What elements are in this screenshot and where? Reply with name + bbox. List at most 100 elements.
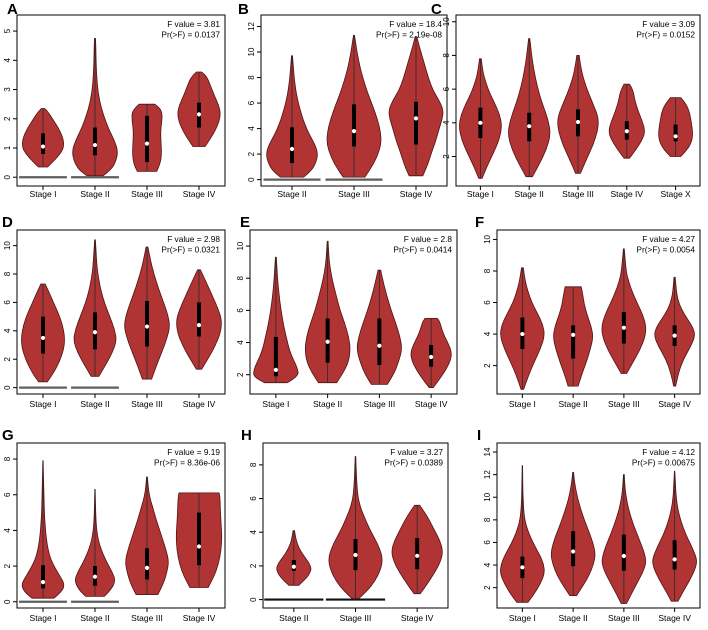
median-dot — [621, 325, 626, 330]
panel-label-B: B — [238, 1, 249, 18]
violin-stage-iii — [557, 55, 599, 174]
median-dot — [92, 330, 98, 335]
iqr-box — [415, 538, 420, 570]
x-tick-label: Stage III — [364, 399, 396, 409]
x-tick-label: Stage I — [30, 399, 57, 409]
median-dot — [520, 565, 525, 570]
median-dot — [672, 557, 677, 562]
y-tick-label: 4 — [442, 120, 451, 125]
y-axis: 2 4 6 8 10 — [236, 241, 250, 377]
y-tick-label: 0 — [3, 599, 12, 604]
violin-stage-iv — [410, 318, 452, 388]
y-tick-label: 8 — [236, 275, 245, 280]
x-tick-label: Stage IV — [658, 613, 691, 623]
violin-stage-ii — [71, 489, 119, 603]
x-tick-label: Stage II — [80, 189, 109, 199]
violin-stage-iii — [601, 248, 647, 374]
violin-stage-iv — [175, 492, 223, 588]
iqr-box — [93, 127, 97, 156]
panel-E: E 2 4 6 8 10 Stage I Stage II Stage III Stage IV F… — [236, 214, 458, 409]
iqr-box — [377, 318, 382, 366]
y-tick-label: 8 — [3, 456, 12, 461]
x-tick-label: Stage X — [660, 189, 691, 199]
y-tick-label: 10 — [247, 47, 256, 56]
panel-label-H: H — [241, 427, 252, 444]
y-axis: 0 2 4 6 8 — [249, 462, 263, 602]
y-tick-label: 6 — [236, 308, 245, 313]
y-tick-label: 2 — [3, 563, 12, 568]
y-tick-label: 10 — [3, 241, 12, 250]
median-dot — [40, 580, 46, 585]
violin-stage-i — [500, 465, 545, 603]
violin-stage-i — [19, 460, 67, 603]
y-tick-label: 2 — [483, 585, 492, 590]
x-tick-label: Stage III — [608, 613, 640, 623]
median-dot — [520, 331, 525, 337]
panel-B: B 0 2 4 6 8 10 12 Stage II Stage III Stage IV F val… — [238, 1, 448, 199]
y-tick-label: 8 — [249, 462, 258, 467]
panel-C: C 2 4 6 8 10 Stage I Stage II Stage III Stage IV S… — [431, 1, 701, 199]
y-tick-label: 4 — [236, 340, 245, 345]
iqr-box — [571, 531, 576, 567]
y-tick-label: 2 — [442, 154, 451, 159]
f-value-annotation: F value = 4.12 — [642, 447, 695, 457]
p-value-annotation: Pr(>F) = 8.36e-06 — [154, 458, 220, 468]
median-dot — [575, 119, 581, 125]
median-dot — [351, 129, 357, 134]
panel-label-C: C — [431, 1, 442, 18]
y-tick-label: 8 — [247, 75, 256, 80]
f-value-annotation: F value = 3.27 — [390, 447, 443, 457]
violin-stage-ii — [553, 286, 593, 387]
y-tick-label: 6 — [3, 300, 12, 305]
iqr-box — [672, 540, 677, 570]
violin-stage-iii — [124, 246, 170, 380]
iqr-box — [290, 127, 294, 164]
y-tick-label: 8 — [483, 517, 492, 522]
x-tick-label: Stage IV — [183, 613, 216, 623]
x-tick-label: Stage I — [509, 613, 536, 623]
violin-stage-iv — [608, 83, 645, 159]
x-tick-label: Stage II — [313, 399, 342, 409]
y-axis: 0 2 4 6 8 10 12 — [247, 21, 261, 182]
x-tick-label: Stage III — [340, 613, 372, 623]
y-tick-label: 2 — [249, 563, 258, 568]
x-tick-label: Stage III — [562, 189, 594, 199]
y-tick-label: 4 — [249, 529, 258, 534]
iqr-box — [41, 133, 45, 154]
p-value-annotation: Pr(>F) = 0.00675 — [632, 458, 696, 468]
median-dot — [527, 124, 532, 129]
f-value-annotation: F value = 2.98 — [167, 234, 220, 244]
f-value-annotation: F value = 2.8 — [404, 234, 453, 244]
plot-frame — [249, 229, 458, 395]
y-tick-label: 3 — [3, 87, 12, 92]
plot-frame — [16, 14, 226, 187]
median-dot — [673, 134, 678, 139]
median-dot — [353, 552, 358, 558]
violin-stage-i — [253, 256, 299, 384]
iqr-box — [197, 512, 201, 566]
plot-frame — [16, 442, 226, 609]
median-dot — [92, 574, 98, 579]
median-dot — [624, 129, 629, 134]
violin-stage-iii — [131, 103, 163, 172]
x-tick-label: Stage II — [558, 399, 587, 409]
y-tick-label: 5 — [3, 28, 12, 33]
violin-stage-iii — [325, 456, 386, 601]
violin-stage-ii — [263, 55, 321, 181]
violin-stage-i — [19, 283, 67, 389]
y-tick-label: 12 — [247, 21, 256, 30]
iqr-box — [571, 325, 576, 359]
violin-stage-iv — [388, 36, 444, 177]
p-value-annotation: Pr(>F) = 2.19e-08 — [376, 30, 442, 40]
median-dot — [196, 323, 202, 328]
x-tick-label: Stage IV — [183, 189, 216, 199]
x-tick-label: Stage III — [131, 399, 163, 409]
x-tick-label: Stage II — [80, 613, 109, 623]
median-dot — [291, 564, 296, 569]
panel-G: G 0 2 4 6 8 Stage I Stage II Stage III Stage IV F … — [2, 427, 226, 623]
y-tick-label: 8 — [3, 271, 12, 276]
violin-stage-iii — [325, 35, 383, 181]
median-dot — [325, 339, 330, 344]
y-tick-label: 2 — [3, 116, 12, 121]
panel-I: I 2 4 6 8 10 12 14 Stage I Stage II Stage III Stage… — [477, 427, 701, 623]
